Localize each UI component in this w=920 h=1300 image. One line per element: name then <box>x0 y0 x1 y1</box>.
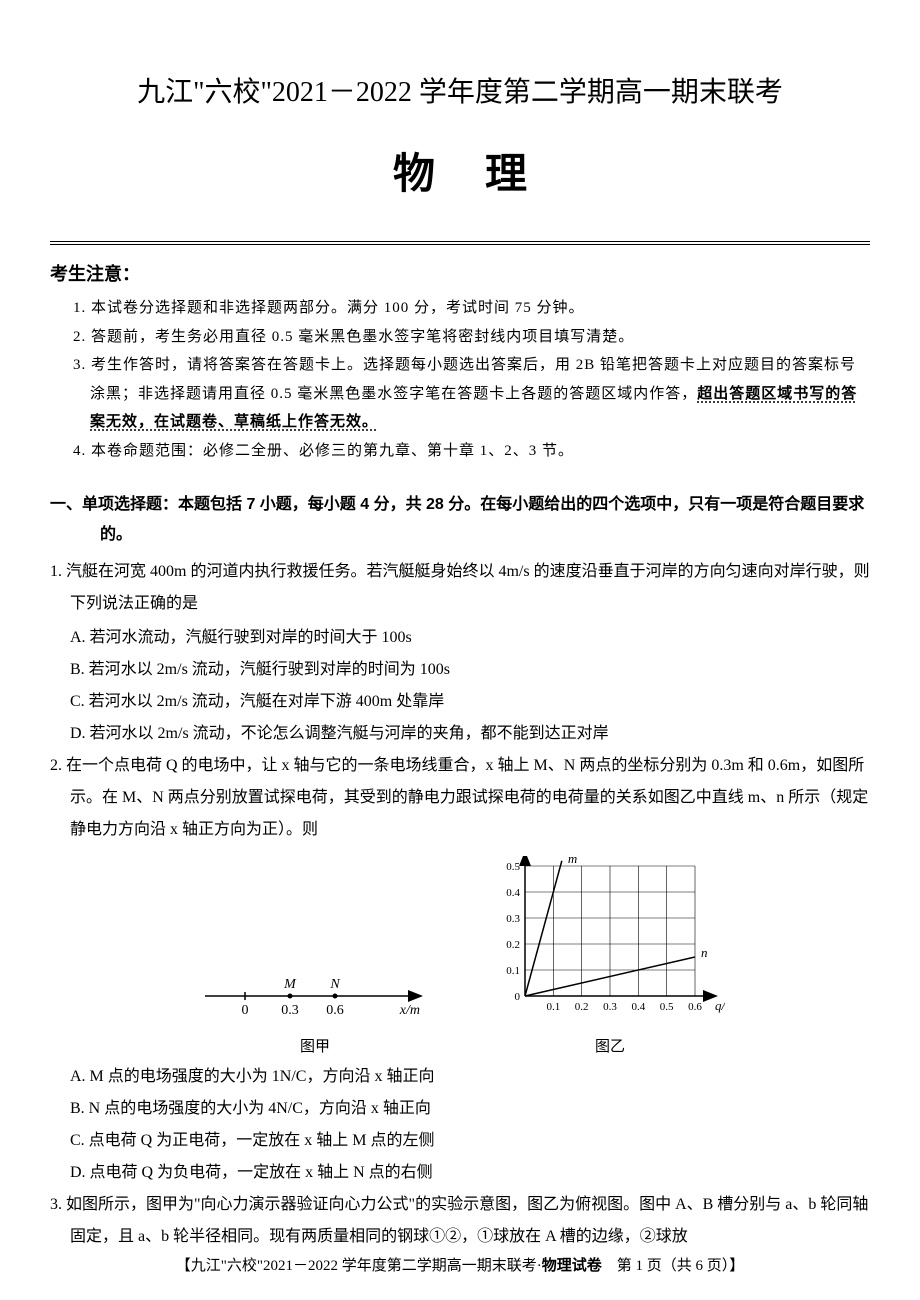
svg-text:n: n <box>701 945 708 960</box>
question-2-options: A. M 点的电场强度的大小为 1N/C，方向沿 x 轴正向 B. N 点的电场… <box>50 1061 870 1189</box>
notice-item: 3. 考生作答时，请将答案答在答题卡上。选择题每小题选出答案后，用 2B 铅笔把… <box>50 351 870 437</box>
question-2: 2. 在一个点电荷 Q 的电场中，让 x 轴与它的一条电场线重合，x 轴上 M、… <box>50 750 870 846</box>
notice-item: 2. 答题前，考生务必用直径 0.5 毫米黑色墨水签字笔将密封线内项目填写清楚。 <box>50 323 870 352</box>
option-d: D. 若河水以 2m/s 流动，不论怎么调整汽艇与河岸的夹角，都不能到达正对岸 <box>70 718 870 750</box>
svg-text:0: 0 <box>242 1003 249 1018</box>
question-1: 1. 汽艇在河宽 400m 的河道内执行救援任务。若汽艇艇身始终以 4m/s 的… <box>50 556 870 620</box>
option-a: A. M 点的电场强度的大小为 1N/C，方向沿 x 轴正向 <box>70 1061 870 1093</box>
svg-text:0.2: 0.2 <box>506 939 520 951</box>
svg-text:q/C: q/C <box>715 998 725 1013</box>
subject-title: 物理 <box>50 140 870 201</box>
question-3: 3. 如图所示，图甲为"向心力演示器验证向心力公式"的实验示意图，图乙为俯视图。… <box>50 1189 870 1253</box>
svg-text:0.5: 0.5 <box>660 1001 674 1013</box>
page-footer: 【九江"六校"2021－2022 学年度第二学期高一期末联考·物理试卷 第 1 … <box>0 1254 920 1275</box>
svg-text:N: N <box>329 977 340 992</box>
svg-text:0.5: 0.5 <box>506 861 520 873</box>
svg-text:0.3: 0.3 <box>506 913 520 925</box>
svg-text:0.4: 0.4 <box>506 887 520 899</box>
svg-text:0.1: 0.1 <box>506 965 520 977</box>
figure-row: 0 0.3 0.6 M N x/m 图甲 0.10.20.30.40.50.60… <box>50 856 870 1056</box>
fn-chart: 0.1 0.2 0.3 0.4 0.5 0.6 0 0.1 0.2 0.3 0.4 0.5 F/N q/C… <box>495 856 725 1026</box>
question-1-options: A. 若河水流动，汽艇行驶到对岸的时间大于 100s B. 若河水以 2m/s … <box>50 622 870 750</box>
divider-line <box>50 241 870 245</box>
notice-item: 4. 本卷命题范围：必修二全册、必修三的第九章、第十章 1、2、3 节。 <box>50 437 870 466</box>
svg-text:0.2: 0.2 <box>575 1001 589 1013</box>
svg-text:0.3: 0.3 <box>281 1003 299 1018</box>
figure-jia: 0 0.3 0.6 M N x/m 图甲 <box>195 966 435 1056</box>
fig-caption-jia: 图甲 <box>195 1035 435 1056</box>
option-c: C. 若河水以 2m/s 流动，汽艇在对岸下游 400m 处靠岸 <box>70 686 870 718</box>
notice-list: 1. 本试卷分选择题和非选择题两部分。满分 100 分，考试时间 75 分钟。 … <box>50 294 870 465</box>
option-a: A. 若河水流动，汽艇行驶到对岸的时间大于 100s <box>70 622 870 654</box>
option-d: D. 点电荷 Q 为负电荷，一定放在 x 轴上 N 点的右侧 <box>70 1157 870 1189</box>
option-b: B. 若河水以 2m/s 流动，汽艇行驶到对岸的时间为 100s <box>70 654 870 686</box>
number-line-diagram: 0 0.3 0.6 M N x/m <box>195 966 435 1026</box>
figure-yi: 0.1 0.2 0.3 0.4 0.5 0.6 0 0.1 0.2 0.3 0.4 0.5 F/N q/C… <box>495 856 725 1056</box>
svg-text:F/N: F/N <box>532 856 555 857</box>
svg-text:0.3: 0.3 <box>603 1001 617 1013</box>
svg-text:0: 0 <box>515 991 521 1003</box>
svg-text:x/m: x/m <box>399 1003 420 1018</box>
svg-text:m: m <box>568 856 577 866</box>
notice-heading: 考生注意： <box>50 260 870 286</box>
svg-text:0.1: 0.1 <box>546 1001 560 1013</box>
page-title: 九江"六校"2021－2022 学年度第二学期高一期末联考 <box>50 70 870 110</box>
fig-caption-yi: 图乙 <box>495 1035 725 1056</box>
svg-text:0.6: 0.6 <box>326 1003 344 1018</box>
option-b: B. N 点的电场强度的大小为 4N/C，方向沿 x 轴正向 <box>70 1093 870 1125</box>
option-c: C. 点电荷 Q 为正电荷，一定放在 x 轴上 M 点的左侧 <box>70 1125 870 1157</box>
svg-text:M: M <box>283 977 297 992</box>
svg-text:0.4: 0.4 <box>631 1001 645 1013</box>
notice-item: 1. 本试卷分选择题和非选择题两部分。满分 100 分，考试时间 75 分钟。 <box>50 294 870 323</box>
section-header: 一、单项选择题：本题包括 7 小题，每小题 4 分，共 28 分。在每小题给出的… <box>50 490 870 551</box>
svg-text:0.6: 0.6 <box>688 1001 702 1013</box>
